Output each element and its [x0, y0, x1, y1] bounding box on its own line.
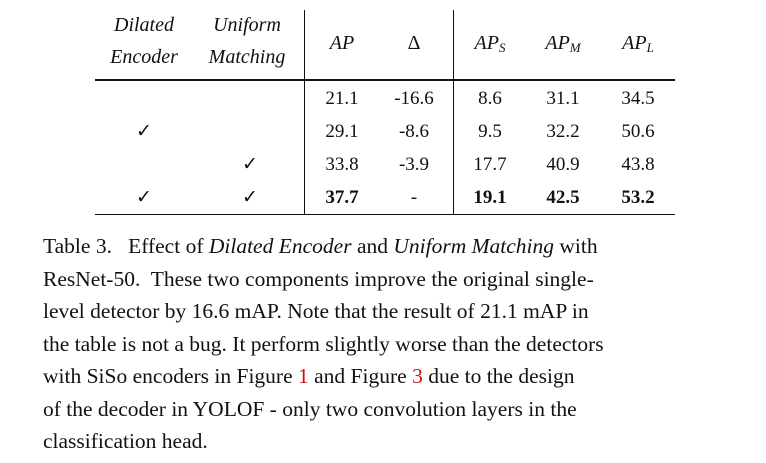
table-rule-bottom [95, 214, 675, 215]
row-4-aps: 19.1 [473, 187, 507, 208]
header-aps: APS [474, 32, 506, 55]
header-dilated-line2: Encoder [110, 46, 178, 68]
caption-line-4: the table is not a bug. It perform sligh… [43, 331, 604, 356]
table-rule-header [95, 79, 675, 81]
figure-3-link[interactable]: 3 [412, 364, 423, 388]
row-2-aps: 9.5 [478, 121, 502, 142]
table-separator-1 [304, 10, 305, 214]
table-caption: Table 3. Effect of Dilated Encoder and U… [43, 230, 733, 458]
row-2-apl: 50.6 [621, 121, 655, 142]
row-2-dilated-check: ✓ [136, 121, 152, 142]
table-separator-2 [453, 10, 454, 214]
caption-line-3: level detector by 16.6 mAP. Note that th… [43, 299, 589, 323]
header-ap: AP [329, 32, 355, 54]
header-uniform-line1: Uniform [213, 14, 281, 36]
row-3-uniform-check: ✓ [242, 154, 258, 175]
row-3-ap: 33.8 [325, 154, 359, 175]
row-3-aps: 17.7 [473, 154, 507, 175]
header-apm: APM [545, 32, 581, 55]
row-3-apl: 43.8 [621, 154, 655, 175]
row-2-delta: -8.6 [398, 121, 430, 142]
caption-line-1: Table 3. Effect of Dilated Encoder and U… [43, 234, 598, 258]
row-4-delta: - [410, 187, 418, 208]
header-delta: Δ [407, 32, 421, 54]
caption-term-dilated-encoder: Dilated Encoder [208, 234, 352, 258]
header-apl: APL [622, 32, 654, 55]
caption-line-7: classification head. [43, 429, 208, 453]
row-4-ap: 37.7 [325, 187, 359, 208]
figure-1-link[interactable]: 1 [298, 364, 309, 388]
row-3-apm: 40.9 [546, 154, 580, 175]
row-1-apm: 31.1 [546, 88, 580, 109]
row-4-uniform-check: ✓ [242, 187, 258, 208]
header-dilated-line1: Dilated [114, 14, 174, 36]
row-2-ap: 29.1 [325, 121, 359, 142]
row-2-apm: 32.2 [546, 121, 580, 142]
caption-line-2: ResNet-50. These two components improve … [43, 266, 594, 291]
results-table: Dilated Encoder Uniform Matching AP Δ AP… [0, 0, 766, 220]
caption-term-uniform-matching: Uniform Matching [393, 234, 555, 258]
row-1-apl: 34.5 [621, 88, 655, 109]
row-3-delta: -3.9 [398, 154, 430, 175]
caption-line-5: with SiSo encoders in Figure 1 and Figur… [43, 364, 575, 388]
row-4-apl: 53.2 [621, 187, 655, 208]
row-4-dilated-check: ✓ [136, 187, 152, 208]
caption-line-6: of the decoder in YOLOF - only two convo… [43, 396, 577, 421]
row-1-delta: -16.6 [394, 88, 434, 109]
row-4-apm: 42.5 [546, 187, 580, 208]
row-1-aps: 8.6 [478, 88, 502, 109]
header-uniform-line2: Matching [208, 46, 286, 68]
row-1-ap: 21.1 [325, 88, 359, 109]
